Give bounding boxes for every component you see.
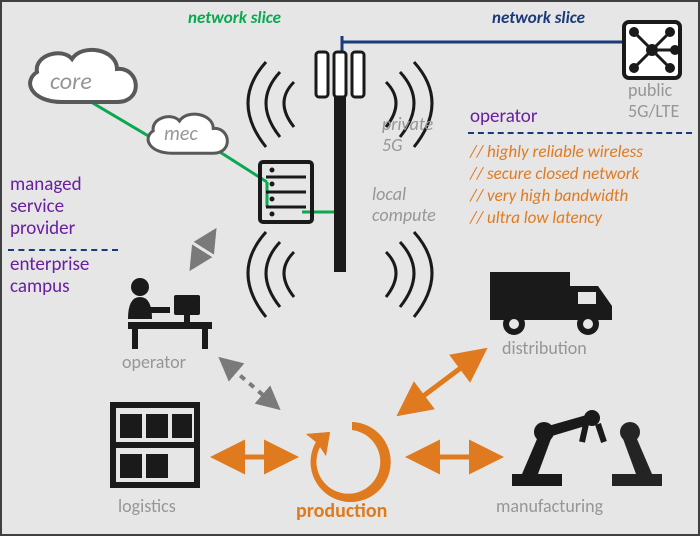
cloud-mec-label: mec	[164, 123, 198, 146]
slice-right	[342, 36, 630, 54]
server-icon	[260, 162, 312, 222]
public-5g-label: public 5G/LTE	[628, 80, 679, 121]
msp-label: managed service provider	[10, 174, 82, 240]
private5g-label: private 5G	[382, 114, 433, 155]
slice-left	[91, 102, 337, 212]
feature-4: // ultra low latency	[470, 208, 602, 228]
divider-left	[8, 249, 118, 251]
slice-right-label: network slice	[492, 8, 585, 28]
robot-arm-icon	[612, 422, 662, 486]
divider-right	[468, 132, 692, 134]
operator-top-label: operator	[470, 106, 537, 128]
slice-left-label: network slice	[188, 8, 281, 28]
diagram-canvas	[2, 2, 698, 534]
manufacturing-label: manufacturing	[496, 496, 603, 517]
feature-1: // highly reliable wireless	[470, 142, 643, 162]
operator-node-label: operator	[122, 352, 186, 373]
hub-icon	[624, 22, 680, 78]
link-operator-compute	[192, 232, 214, 267]
robot-arm-icon	[512, 410, 604, 486]
rack-icon	[110, 402, 200, 488]
link-operator-production	[222, 360, 277, 407]
cycle-icon	[306, 422, 391, 502]
cloud-core-label: core	[50, 68, 92, 96]
logistics-label: logistics	[118, 496, 176, 517]
campus-label: enterprise campus	[10, 254, 89, 298]
distribution-label: distribution	[502, 338, 587, 359]
feature-2: // secure closed network	[470, 164, 639, 184]
local-compute-label: local compute	[372, 184, 436, 225]
truck-icon	[490, 272, 612, 335]
production-label: production	[296, 500, 387, 523]
feature-3: // very high bandwidth	[470, 186, 628, 206]
person-desk-icon	[128, 278, 212, 349]
link-production-distribution	[402, 352, 482, 412]
